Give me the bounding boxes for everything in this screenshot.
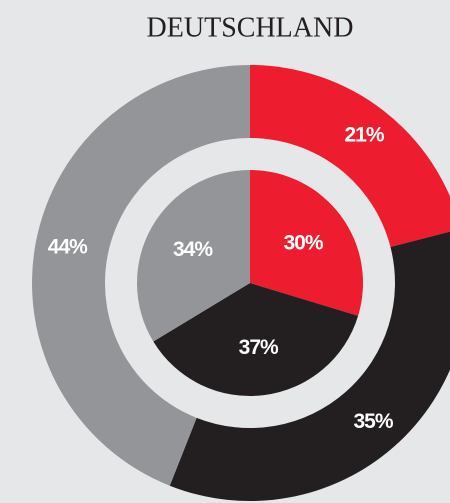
chart-title: DEUTSCHLAND: [147, 12, 354, 43]
data-label: 30%: [284, 231, 324, 254]
pie-slice: [250, 170, 363, 316]
data-label: 44%: [48, 236, 88, 259]
donut-segment: [169, 231, 450, 501]
data-label: 37%: [239, 336, 279, 359]
data-label: 21%: [344, 124, 384, 147]
pie-slice: [137, 170, 250, 342]
data-label: 34%: [173, 238, 213, 261]
pie-slice: [153, 283, 359, 396]
data-label: 35%: [353, 410, 393, 433]
donut-segment: [250, 65, 450, 247]
donut-segment: [31, 64, 251, 486]
